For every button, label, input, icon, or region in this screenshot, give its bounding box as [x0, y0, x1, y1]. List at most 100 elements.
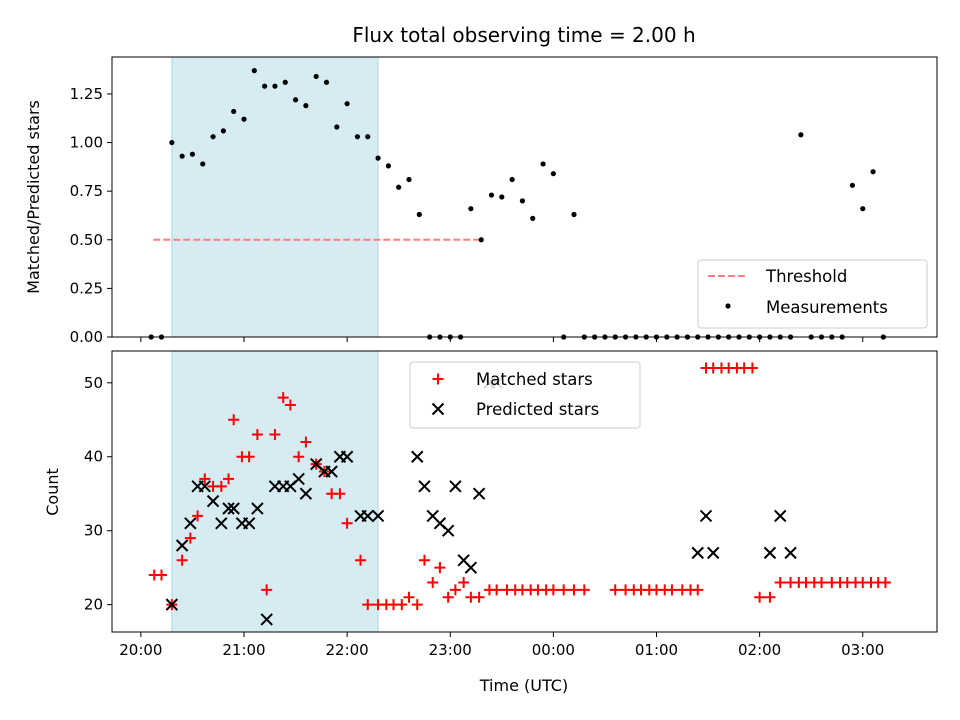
predicted-star-point [441, 524, 455, 537]
matched-star-point [754, 591, 766, 603]
measurement-point [499, 194, 505, 200]
matched-star-point [251, 429, 263, 441]
measurement-point [251, 68, 257, 74]
matched-star-point [879, 576, 891, 588]
measurement-point [406, 176, 412, 183]
predicted-star-point [784, 546, 797, 560]
matched-star-point [341, 517, 353, 529]
predicted-star-point [165, 598, 179, 611]
legend-predicted-label: Predicted stars [476, 400, 599, 419]
predicted-star-point [215, 517, 228, 530]
bottom-panel: 20 30 40 50 20:00 21:00 22:00 23:00 00:00 01:00 02… [84, 350, 938, 659]
predicted-star-point [175, 539, 189, 552]
legend-matched-swatch [432, 373, 444, 385]
predicted-star-point [361, 509, 374, 523]
x-tick-label: 03:00 [841, 641, 884, 659]
measurement-point [468, 206, 474, 212]
matched-star-point [199, 473, 211, 485]
measurement-point [344, 101, 350, 107]
y-tick-label: 0.75 [70, 182, 103, 200]
measurement-point [571, 211, 577, 218]
y-tick-label: 30 [84, 522, 103, 540]
measurement-point [385, 163, 391, 169]
bottom-y-axis-label: Count [43, 468, 62, 516]
predicted-star-point [227, 502, 240, 515]
predicted-star-point [707, 546, 720, 560]
matched-star-point [261, 584, 273, 596]
y-tick-label: 1.00 [70, 134, 103, 152]
matched-star-point [547, 584, 559, 596]
top-axes-frame [111, 56, 938, 338]
chart-title: Flux total observing time = 2.00 h [352, 23, 695, 47]
predicted-star-point [222, 502, 235, 515]
y-tick-label: 0.50 [70, 231, 103, 249]
matched-star-point [228, 414, 240, 426]
matched-star-point [746, 362, 758, 374]
y-tick-label: 0.25 [70, 279, 103, 297]
predicted-star-point [260, 613, 273, 626]
matched-star-point [243, 451, 255, 463]
x-tick-label: 01:00 [635, 641, 678, 659]
measurement-point [849, 182, 856, 188]
top-legend: Threshold Measurements [697, 259, 928, 329]
legend-predicted-swatch [431, 402, 445, 416]
legend-threshold-label: Threshold [765, 267, 847, 286]
x-tick-label: 22:00 [326, 641, 369, 659]
predicted-star-point [325, 465, 338, 478]
measurement-point [550, 171, 556, 177]
measurement-point [478, 237, 484, 243]
measurement-point [540, 161, 546, 167]
predicted-star-point [464, 561, 478, 574]
measurement-point [292, 97, 299, 103]
matched-star-point [816, 576, 827, 588]
measurement-point [282, 79, 288, 85]
matched-star-point [411, 599, 423, 611]
measurement-point [200, 161, 206, 167]
measurement-point [870, 169, 876, 175]
matched-star-point [774, 576, 786, 588]
predicted-star-point [449, 480, 462, 493]
matched-star-point [403, 591, 415, 603]
legend-measurements-label: Measurements [766, 298, 888, 317]
top-y-axis-label: Matched/Predicted stars [24, 100, 43, 294]
measurement-point [210, 134, 216, 140]
matched-star-point [491, 584, 503, 596]
predicted-star-point [418, 480, 431, 493]
bottom-legend-box [409, 361, 641, 429]
matched-star-point [300, 436, 312, 448]
measurement-point [313, 73, 319, 80]
matched-star-point [176, 554, 188, 566]
x-tick-label: 00:00 [532, 641, 575, 659]
matched-star-point [215, 480, 227, 492]
top-panel: 0.00 0.25 0.50 0.75 1.00 1.25 Threshold Measure… [70, 56, 938, 346]
predicted-star-point [184, 517, 197, 530]
matched-star-point [666, 584, 678, 596]
matched-star-point [223, 473, 235, 485]
measurement-point [354, 134, 361, 140]
matched-star-point [184, 532, 196, 544]
matched-star-point [427, 576, 439, 588]
legend-measurements-swatch [725, 303, 731, 309]
matched-star-point [156, 569, 167, 581]
predicted-star-point [774, 509, 787, 523]
measurement-point [189, 151, 196, 157]
predicted-star-point [411, 450, 424, 463]
x-tick-label: 20:00 [119, 641, 162, 659]
matched-star-point [334, 488, 346, 500]
measurement-point [231, 108, 237, 115]
matched-star-point [293, 451, 305, 463]
predicted-star-point [299, 487, 313, 500]
matched-star-point [558, 584, 570, 596]
predicted-star-point [371, 509, 385, 523]
bottom-axes-frame [111, 350, 938, 633]
measurement-point [530, 215, 536, 221]
matched-star-point [764, 591, 776, 603]
y-tick-label: 50 [84, 374, 103, 392]
predicted-star-point [691, 546, 704, 560]
predicted-star-point [699, 509, 713, 523]
measurement-point [798, 132, 804, 138]
matched-star-point [692, 584, 704, 596]
highlight-span [171, 350, 379, 633]
highlight-span [171, 56, 379, 338]
